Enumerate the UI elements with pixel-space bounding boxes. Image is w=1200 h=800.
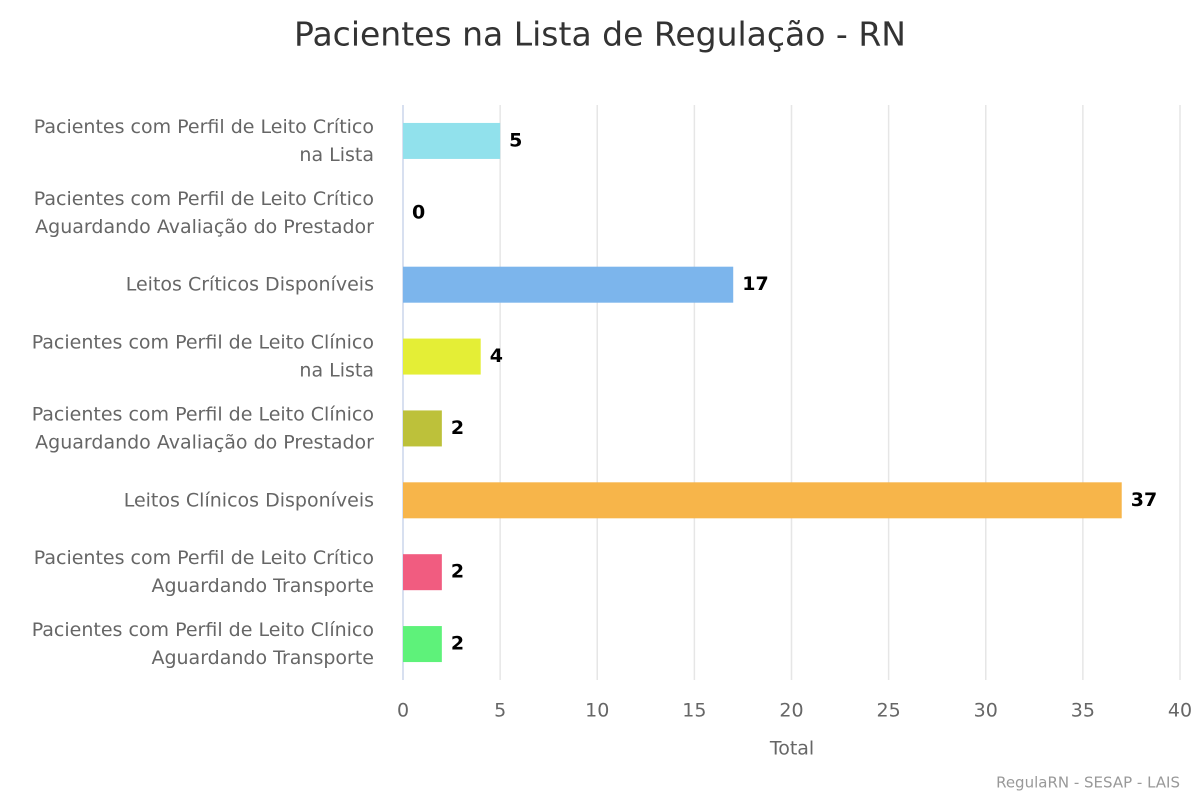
x-axis-title: Total	[769, 738, 814, 760]
x-tick-label: 10	[585, 700, 609, 722]
x-tick-label: 20	[779, 700, 803, 722]
x-tick-label: 30	[974, 700, 998, 722]
value-label: 37	[1131, 489, 1157, 511]
value-label: 5	[509, 129, 522, 151]
bar	[403, 626, 442, 663]
y-tick-label: Pacientes com Perfil de Leito Clínico Agu…	[32, 619, 374, 669]
y-tick-label: Pacientes com Perfil de Leito Crítico Agu…	[34, 187, 374, 237]
x-tick-label: 5	[494, 700, 506, 722]
chart-title: Pacientes na Lista de Regulação - RN	[294, 15, 906, 54]
bar	[403, 554, 442, 591]
x-tick-label: 25	[877, 700, 901, 722]
y-tick-label: Leitos Críticos Disponíveis	[126, 273, 374, 295]
y-tick-label: Pacientes com Perfil de Leito Clínico na …	[32, 331, 374, 381]
y-tick-label: Pacientes com Perfil de Leito Crítico na …	[34, 115, 374, 165]
x-tick-label: 15	[682, 700, 706, 722]
bar	[403, 338, 481, 375]
x-tick-label: 40	[1168, 700, 1192, 722]
bar	[403, 482, 1122, 519]
value-label: 17	[742, 273, 768, 295]
value-label: 4	[490, 345, 503, 367]
y-tick-label: Pacientes com Perfil de Leito Crítico Agu…	[34, 547, 374, 597]
value-label: 2	[451, 633, 464, 655]
value-label: 2	[451, 561, 464, 583]
bar	[403, 410, 442, 447]
x-tick-label: 35	[1071, 700, 1095, 722]
y-tick-label: Leitos Clínicos Disponíveis	[124, 489, 374, 511]
credits: RegulaRN - SESAP - LAIS	[996, 774, 1180, 792]
bar	[403, 266, 734, 303]
value-label: 2	[451, 417, 464, 439]
value-label: 0	[412, 201, 425, 223]
bar	[403, 122, 501, 159]
x-tick-label: 0	[397, 700, 409, 722]
y-tick-label: Pacientes com Perfil de Leito Clínico Agu…	[32, 403, 374, 453]
